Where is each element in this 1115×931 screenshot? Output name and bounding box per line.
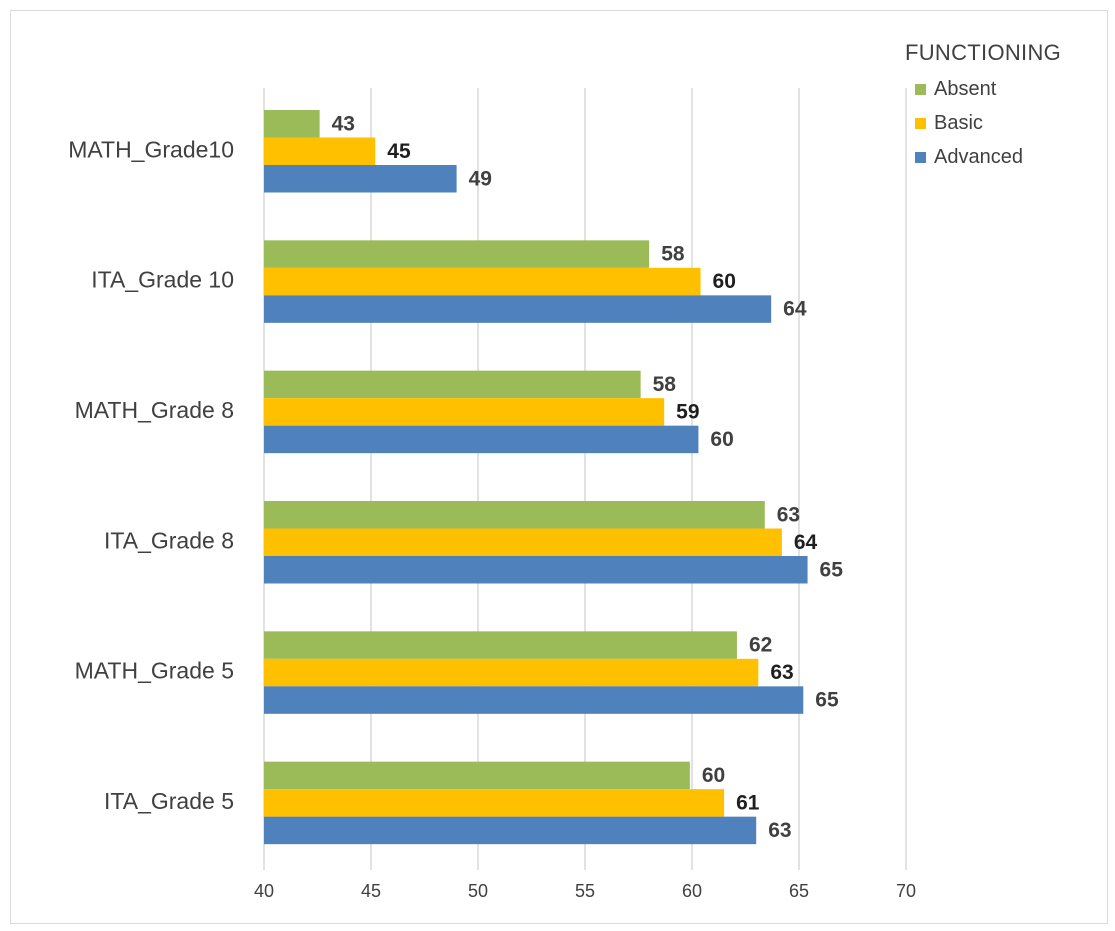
bar-advanced — [264, 686, 804, 714]
bar-basic — [264, 398, 665, 426]
bar-basic — [264, 789, 725, 817]
x-tick-label-55: 55 — [575, 881, 595, 901]
bar-absent — [264, 240, 650, 268]
x-tick-label-50: 50 — [468, 881, 488, 901]
legend-label-absent: Absent — [934, 77, 997, 100]
data-label-absent: 58 — [653, 373, 677, 396]
legend-swatch-absent — [915, 83, 926, 95]
data-label-absent: 62 — [749, 634, 772, 657]
data-label-basic: 64 — [794, 531, 818, 554]
bar-absent — [264, 501, 765, 529]
y-category-label: ITA_Grade 10 — [91, 267, 234, 293]
bar-advanced — [264, 556, 808, 584]
legend-label-basic: Basic — [934, 111, 983, 134]
x-tick-label-40: 40 — [254, 881, 274, 901]
legend-title: FUNCTIONING — [905, 40, 1062, 65]
bar-basic — [264, 658, 759, 687]
data-label-basic: 61 — [736, 791, 760, 814]
data-label-absent: 63 — [777, 503, 800, 526]
legend-item-basic: Basic — [905, 106, 1061, 140]
legend-label-advanced: Advanced — [934, 145, 1023, 168]
y-category-label: MATH_Grade 8 — [75, 397, 234, 423]
data-label-basic: 63 — [770, 661, 793, 684]
x-tick-label-45: 45 — [361, 881, 381, 901]
bar-advanced — [264, 295, 772, 323]
bar-basic — [264, 137, 376, 165]
legend-item-advanced: Advanced — [905, 140, 1061, 174]
legend: FUNCTIONING Absent Basic Advanced — [905, 40, 1061, 174]
x-tick-label-60: 60 — [682, 881, 702, 901]
bar-basic — [264, 528, 782, 556]
legend-swatch-basic — [915, 117, 926, 129]
bar-absent — [264, 761, 690, 790]
bar-advanced — [264, 816, 757, 845]
bar-absent — [264, 110, 320, 138]
legend-item-absent: Absent — [905, 72, 1061, 106]
bar-absent — [264, 370, 641, 399]
data-label-absent: 58 — [661, 243, 685, 266]
y-category-label: ITA_Grade 8 — [104, 527, 234, 553]
data-label-absent: 60 — [702, 764, 725, 787]
x-tick-label-65: 65 — [789, 881, 809, 901]
y-category-label: MATH_Grade 5 — [75, 658, 234, 684]
data-label-advanced: 49 — [469, 167, 492, 190]
bar-advanced — [264, 165, 457, 193]
data-label-advanced: 65 — [815, 689, 839, 712]
bar-advanced — [264, 425, 699, 454]
x-tick-label-70: 70 — [896, 881, 916, 901]
data-label-advanced: 64 — [783, 298, 807, 321]
bar-basic — [264, 267, 701, 296]
data-label-basic: 59 — [676, 400, 699, 423]
bar-absent — [264, 631, 737, 659]
data-label-advanced: 63 — [768, 819, 791, 842]
y-category-label: ITA_Grade 5 — [104, 788, 234, 814]
data-label-advanced: 65 — [820, 558, 844, 581]
data-label-absent: 43 — [332, 112, 355, 135]
data-label-advanced: 60 — [710, 428, 733, 451]
legend-swatch-advanced — [915, 151, 926, 163]
data-label-basic: 60 — [713, 270, 736, 293]
data-label-basic: 45 — [387, 140, 411, 163]
y-category-label: MATH_Grade10 — [68, 136, 234, 162]
